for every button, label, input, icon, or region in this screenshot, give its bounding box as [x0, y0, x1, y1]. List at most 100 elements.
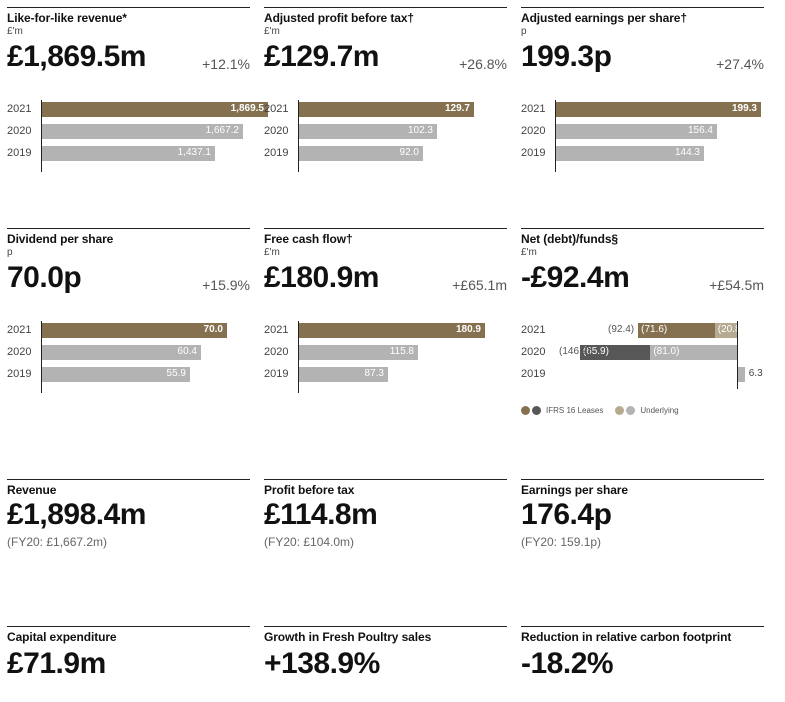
bar-row-2019: 2019 92.0	[264, 144, 507, 166]
kpi-value: £129.7m	[264, 40, 379, 73]
kpi-bar-chart: 2021 70.0 2020 60.4 2019 55.9	[7, 321, 250, 393]
bar-value-label: 115.8	[389, 346, 414, 357]
stat-value: 176.4p	[521, 498, 612, 531]
bar-value-label: 60.4	[177, 346, 197, 357]
kpi-change: +£54.5m	[709, 277, 764, 293]
bar-year-label: 2020	[521, 125, 546, 137]
bar-axis	[555, 100, 556, 172]
bar-value-label: 70.0	[203, 324, 223, 335]
bar-2020: 156.4	[555, 124, 717, 139]
kpi-value: £180.9m	[264, 261, 379, 294]
net-total-label: (92.4)	[608, 324, 635, 335]
bar-row-2020: 2020 115.8	[264, 343, 507, 365]
kpi-change: +12.1%	[202, 56, 250, 72]
legend-swatch-underlying-prior	[626, 406, 636, 415]
net-segment-label: (20.8)	[717, 324, 744, 335]
net-zero-axis	[737, 321, 738, 389]
bar-year-label: 2021	[264, 103, 289, 115]
bar-axis	[41, 100, 42, 172]
net-debt-chart: 2021 (20.8) (71.6) (92.4) 2020 (81.0) (65.9) (1…	[521, 321, 764, 389]
bar-row-2020: 2020 156.4	[521, 122, 764, 144]
kpi-title: Free cash flow†	[264, 232, 353, 246]
kpi-value: £1,869.5m	[7, 40, 146, 73]
bar-value-label: 129.7	[444, 103, 470, 114]
net-year-label: 2020	[521, 346, 546, 358]
bar-2019: 1,437.1	[41, 146, 215, 161]
kpi-change: +£65.1m	[452, 277, 507, 293]
bar-axis	[298, 100, 299, 172]
kpi-bar-chart: 2021 1,869.5 2020 1,667.2 2019 1,437.1	[7, 100, 268, 172]
bar-2019: 87.3	[298, 367, 388, 382]
bar-row-2021: 2021 1,869.5	[7, 100, 268, 122]
stat-value: +138.9%	[264, 647, 380, 680]
stat-title: Earnings per share	[521, 483, 628, 497]
bar-2021: 1,869.5	[41, 102, 268, 117]
net-segment	[714, 323, 737, 338]
bar-year-label: 2019	[7, 368, 32, 380]
bar-row-2021: 2021 129.7	[264, 100, 507, 122]
bar-year-label: 2021	[7, 324, 32, 336]
bar-row-2020: 2020 102.3	[264, 122, 507, 144]
bar-2019: 144.3	[555, 146, 704, 161]
kpi-unit: p	[7, 247, 13, 258]
bar-value-label: 1,437.1	[177, 147, 211, 158]
bar-year-label: 2021	[7, 103, 32, 115]
legend-label-underlying: Underlying	[640, 406, 679, 415]
bar-2020: 102.3	[298, 124, 437, 139]
bar-value-label: 199.3	[731, 103, 757, 114]
kpi-change: +26.8%	[459, 56, 507, 72]
bar-value-label: 1,869.5	[230, 103, 264, 114]
kpi-title: Dividend per share	[7, 232, 114, 246]
bar-value-label: 55.9	[166, 368, 186, 379]
kpi-card-net-debt: Net (debt)/funds§ £'m -£92.4m +£54.5m 20…	[521, 228, 764, 419]
bar-axis	[298, 321, 299, 393]
bar-year-label: 2019	[264, 368, 289, 380]
bar-year-label: 2019	[264, 147, 289, 159]
bar-value-label: 156.4	[687, 125, 713, 136]
bar-2021: 180.9	[298, 323, 485, 338]
legend-swatch-ifrs-current	[521, 406, 530, 415]
net-segment-label: 6.3	[748, 368, 763, 379]
kpi-value: -£92.4m	[521, 261, 630, 294]
kpi-title: Net (debt)/funds§	[521, 232, 618, 246]
bar-value-label: 87.3	[364, 368, 384, 379]
kpi-title: Adjusted earnings per share†	[521, 11, 687, 25]
stat-title: Reduction in relative carbon footprint	[521, 630, 732, 644]
legend-label-ifrs16: IFRS 16 Leases	[546, 406, 604, 415]
stat-value: -18.2%	[521, 647, 614, 680]
stat-value: £71.9m	[7, 647, 106, 680]
bar-value-label: 1,667.2	[205, 125, 239, 136]
kpi-value: 199.3p	[521, 40, 612, 73]
bar-year-label: 2021	[521, 103, 546, 115]
bar-2021: 129.7	[298, 102, 474, 117]
net-segment	[650, 345, 737, 360]
kpi-bar-chart: 2021 129.7 2020 102.3 2019 92.0	[264, 100, 507, 172]
bar-axis	[41, 321, 42, 393]
stat-prior-year: (FY20: £104.0m)	[264, 535, 355, 549]
kpi-unit: £'m	[264, 247, 280, 258]
kpi-unit: £'m	[264, 26, 280, 37]
stat-card-poultry-growth: Growth in Fresh Poultry sales +138.9%	[264, 626, 507, 681]
kpi-unit: p	[521, 26, 527, 37]
bar-2019: 92.0	[298, 146, 423, 161]
kpi-card-free-cash-flow: Free cash flow† £'m £180.9m +£65.1m 2021…	[264, 228, 507, 393]
bar-2020: 115.8	[298, 345, 418, 360]
stat-card-revenue: Revenue £1,898.4m (FY20: £1,667.2m)	[7, 479, 250, 549]
bar-2019: 55.9	[41, 367, 190, 382]
kpi-change: +27.4%	[716, 56, 764, 72]
stat-card-pbt: Profit before tax £114.8m (FY20: £104.0m…	[264, 479, 507, 549]
stat-title: Profit before tax	[264, 483, 355, 497]
bar-value-label: 102.3	[407, 125, 433, 136]
bar-value-label: 92.0	[399, 147, 419, 158]
kpi-bar-chart: 2021 199.3 2020 156.4 2019 144.3	[521, 100, 764, 172]
kpi-unit: £'m	[7, 26, 23, 37]
net-segment-label: (81.0)	[653, 346, 680, 357]
bar-row-2019: 2019 87.3	[264, 365, 507, 387]
bar-row-2021: 2021 199.3	[521, 100, 764, 122]
stat-card-capex: Capital expenditure £71.9m	[7, 626, 250, 681]
bar-year-label: 2020	[264, 125, 289, 137]
stat-title: Revenue	[7, 483, 57, 497]
kpi-card-dividend: Dividend per share p 70.0p +15.9% 2021 70…	[7, 228, 250, 393]
net-segment	[638, 323, 715, 338]
bar-year-label: 2021	[264, 324, 289, 336]
